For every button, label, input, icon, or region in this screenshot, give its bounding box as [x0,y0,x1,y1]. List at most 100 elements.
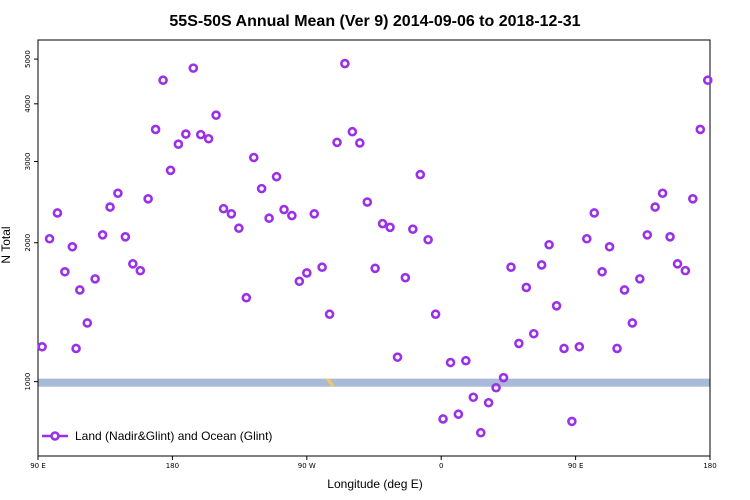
data-point [461,355,471,366]
data-point [317,262,327,273]
data-point [498,372,509,383]
land-band [38,378,710,387]
y-tick-label: 4000 [24,95,32,113]
data-point [559,343,569,354]
data-point [143,194,153,204]
data-point [400,272,411,283]
data-point [430,309,441,320]
data-point [150,124,161,135]
data-point [264,213,274,224]
data-point [491,382,501,393]
data-point [665,232,675,242]
data-point [385,222,395,233]
data-point [377,218,388,229]
data-point [37,341,47,352]
data-point [597,266,607,277]
data-point [672,259,683,269]
data-point [279,204,289,215]
data-point [113,188,123,199]
x-tick-label: 0 [439,462,443,470]
plot-frame [37,39,711,457]
data-point [211,110,221,120]
y-tick-label: 5000 [24,50,32,68]
data-point [67,241,78,252]
data-point [657,188,668,199]
data-point [234,223,244,234]
x-tick-label: 90 E [568,462,584,470]
data-point [301,268,312,278]
data-point [128,259,138,269]
x-tick-label: 90 W [298,462,316,470]
data-point [195,129,206,140]
data-point [165,165,176,176]
data-point [695,124,706,135]
data-point [574,341,585,352]
x-tick-label: 90 E [30,462,46,470]
data-point [453,409,464,420]
data-point [635,274,645,284]
data-point [340,58,350,69]
data-point [642,230,653,240]
data-point [355,138,365,148]
data-point [702,75,713,86]
data-point [60,266,70,277]
data-point [688,194,698,204]
data-point [287,210,297,221]
data-point [544,239,554,250]
data-point [408,224,418,234]
data-point [438,414,448,424]
plot-layer: 90 E 180 90 W 0 90 E 180 1000 2000 3000 4000 5000 L… [24,39,717,470]
data-point [347,126,358,137]
y-tick-label: 1000 [24,373,32,391]
data-point [90,274,100,284]
y-tick-label: 3000 [24,153,32,171]
data-point [392,352,403,362]
land-band-accent [325,378,335,387]
data-point [294,276,305,287]
x-tick-label: 180 [166,462,179,470]
y-axis-label: N Total [0,226,13,263]
data-point [203,133,214,144]
data-point [52,208,63,218]
chart-title: 55S-50S Annual Mean (Ver 9) 2014-09-06 t… [169,13,580,30]
data-point [475,427,486,438]
data-point [75,285,85,295]
data-point [181,129,191,139]
data-point [650,202,660,212]
data-point [226,209,237,219]
data-point [514,338,524,349]
data-point [506,262,516,273]
data-point [567,416,577,427]
data-point [612,343,622,354]
data-point [135,265,146,276]
data-point [468,392,479,403]
data-point [82,318,93,328]
data-point [551,300,562,311]
data-point [173,139,184,150]
data-point [362,197,373,207]
data-point [44,233,55,244]
data-point [370,263,380,274]
data-point [627,318,638,328]
data-point [521,282,532,293]
data-point [120,232,131,242]
data-point [332,137,342,148]
data-point [528,328,539,339]
data-point [619,285,630,295]
data-point [680,265,691,276]
data-point [589,208,600,218]
legend-label: Land (Nadir&Glint) and Ocean (Glint) [75,429,272,443]
data-point [604,241,615,252]
data-point [445,357,456,368]
x-axis-label: Longitude (deg E) [327,477,422,491]
data-point [158,75,168,86]
legend-marker [50,431,60,441]
data-point [105,202,115,212]
data-point [188,63,199,73]
y-tick-label: 2000 [24,234,32,252]
data-point [218,203,229,214]
data-point [581,233,592,244]
data-point [536,260,547,270]
